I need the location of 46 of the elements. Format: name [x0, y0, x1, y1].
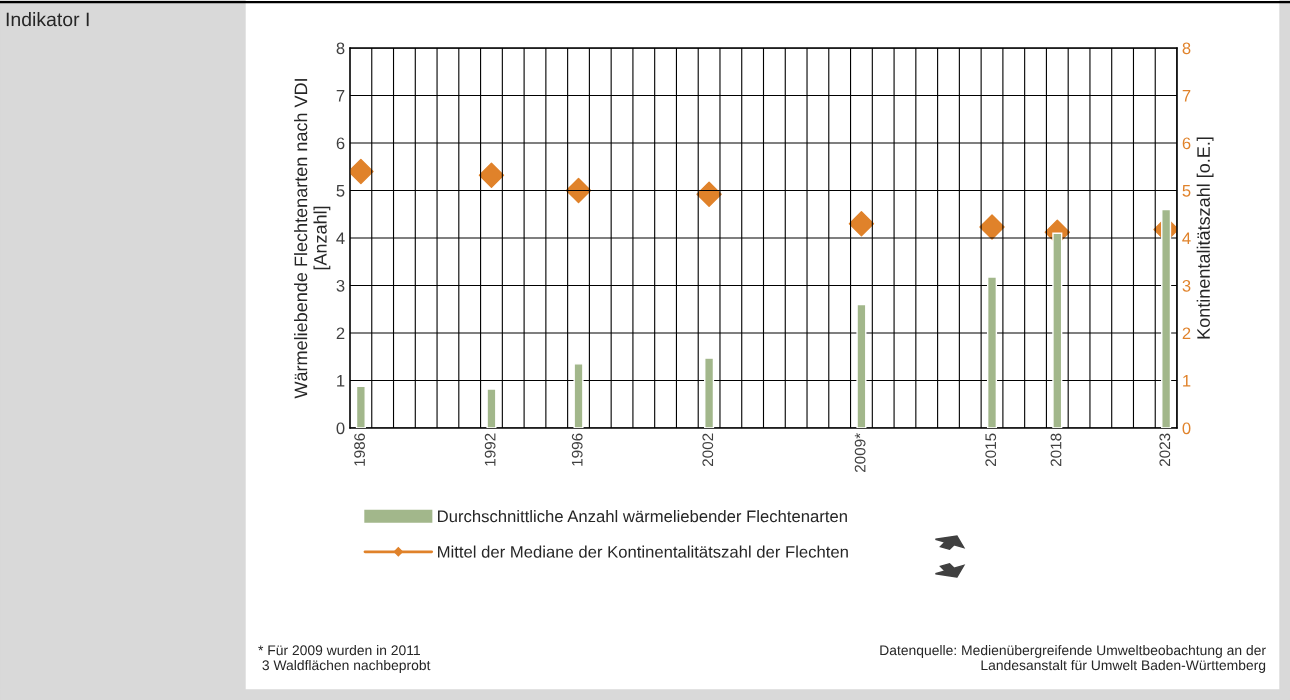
- bar: [355, 385, 366, 428]
- text: Datenquelle: Medienübergreifende Umweltbeobachtung an der Landesanstalt für Umwelt Baden-Württemberg: [880, 645, 1266, 673]
- y-tick-label: 2: [336, 327, 345, 340]
- y-tick-label: 7: [336, 90, 345, 102]
- bar: [1052, 232, 1063, 428]
- y2-tick-label: 2: [1182, 327, 1191, 340]
- y-tick-label: 3: [336, 279, 345, 292]
- y2-tick-label: 0: [1182, 422, 1191, 435]
- x-tick-label: 2002: [702, 433, 714, 467]
- x-tick-label: 2023: [1159, 433, 1171, 467]
- y2-tick-label: 1: [1183, 375, 1191, 387]
- legend-label: Mittel der Mediane der Kontinentalitätszahl der Flechten: [438, 545, 848, 558]
- point: [848, 211, 875, 237]
- y2-axis-title: Kontinentalitätszahl [o.E.]: [1196, 137, 1214, 339]
- bar: [856, 303, 867, 428]
- bar: [486, 388, 497, 428]
- x-tick-label: 2015: [985, 433, 997, 467]
- y-tick-label: 5: [336, 185, 345, 197]
- y2-tick-label: 8: [1182, 42, 1191, 55]
- y2-tick-label: 3: [1182, 279, 1191, 292]
- bar: [1161, 208, 1172, 428]
- bar: [573, 363, 584, 428]
- y2-tick-label: 4: [1182, 232, 1191, 245]
- y2-tick-label: 7: [1182, 90, 1191, 102]
- x-tick-label: 1992: [484, 433, 496, 466]
- y-tick-label: 6: [336, 137, 345, 150]
- y-tick-label: 8: [336, 42, 345, 55]
- y-axis-title: Wärmeliebende Flechtenarten nach VDI [Anzahl]: [294, 79, 331, 399]
- point: [478, 162, 505, 189]
- point: [979, 214, 1005, 240]
- point: [565, 177, 592, 204]
- bar: [704, 357, 715, 428]
- x-tick-label: 1986: [354, 433, 365, 466]
- point: [696, 181, 722, 208]
- bar: [986, 276, 998, 428]
- y2-tick-label: 5: [1182, 185, 1191, 197]
- x-tick-label: 1996: [571, 433, 583, 466]
- legend-label: Durchschnittliche Anzahl wärmeliebender Flechtenarten: [438, 510, 847, 523]
- x-tick-label: 2018: [1050, 433, 1062, 467]
- y-tick-label: 4: [336, 232, 345, 245]
- y-tick-label: 1: [337, 375, 345, 387]
- y-tick-label: 0: [336, 422, 345, 435]
- text: Indikator I: [6, 12, 89, 27]
- text: * Für 2009 wurden in 2011 3 Waldflächen nachbeprobt: [258, 645, 431, 673]
- x-tick-label: 2009*: [854, 433, 866, 473]
- y2-tick-label: 6: [1182, 137, 1191, 150]
